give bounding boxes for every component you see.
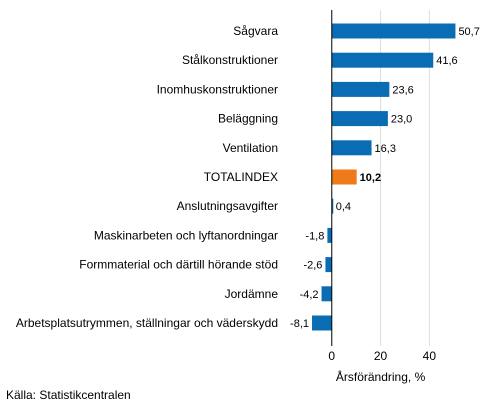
value-label-5: 10,2 [360,172,381,184]
category-label-10: Arbetsplatsutrymmen, ställningar och väd… [16,316,278,330]
value-label-1: 41,6 [436,55,457,67]
category-label-8: Formmaterial och därtill hörande stöd [79,258,278,272]
category-label-2: Inomhuskonstruktioner [157,82,278,96]
category-label-3: Beläggning [218,112,278,126]
x-tick-label-20: 20 [374,349,388,363]
category-label-5: TOTALINDEX [204,170,278,184]
source-note: Källa: Statistikcentralen [6,388,131,402]
value-label-3: 23,0 [391,114,412,126]
axis-layer: 0 20 40 Årsförändring, % [328,10,436,384]
bar-0 [331,23,456,39]
bar-7 [327,227,332,243]
category-label-9: Jordämne [225,287,279,301]
bar-4 [331,140,372,156]
value-label-10: -8,1 [290,318,309,330]
bar-6 [331,198,334,214]
x-tick-label-0: 0 [328,349,335,363]
bar-10 [312,315,332,331]
category-label-0: Sågvara [233,24,278,38]
value-label-6: 0,4 [336,201,351,213]
bar-3 [331,111,388,127]
value-label-0: 50,7 [458,26,479,38]
value-label-7: -1,8 [305,230,324,242]
value-label-4: 16,3 [375,143,396,155]
bar-layer [312,23,456,331]
category-label-7: Maskinarbeten och lyftanordningar [94,228,278,242]
bar-8 [325,257,332,273]
value-label-8: -2,6 [303,260,322,272]
bar-9 [321,286,332,302]
value-label-9: -4,2 [300,289,319,301]
bar-1 [331,52,434,68]
category-label-6: Anslutningsavgifter [177,199,278,213]
category-label-4: Ventilation [223,141,278,155]
bar-5 [331,169,357,185]
label-layer: Sågvara 50,7 Stålkonstruktioner 41,6 Inomhus… [16,24,480,330]
x-axis-title: Årsförändring, % [336,369,426,384]
x-tick-label-40: 40 [423,349,437,363]
bar-2 [331,81,390,97]
category-label-1: Stålkonstruktioner [182,53,278,67]
value-label-2: 23,6 [392,84,413,96]
